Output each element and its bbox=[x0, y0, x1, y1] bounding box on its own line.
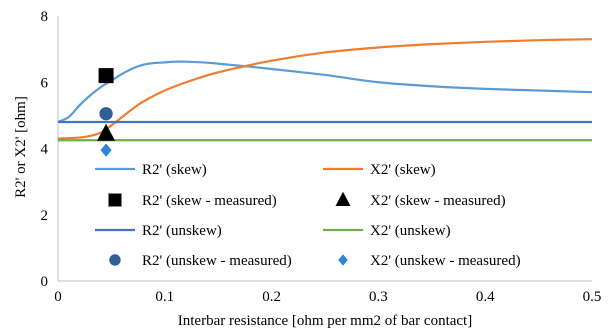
data-point-7-0 bbox=[100, 143, 112, 157]
x-tick-label: 0.2 bbox=[262, 289, 281, 305]
x-tick-label: 0 bbox=[54, 289, 62, 305]
y-tick-label: 2 bbox=[41, 208, 49, 224]
x-tick-label: 0.4 bbox=[476, 289, 495, 305]
legend-label-7: X2' (unskew - measured) bbox=[370, 253, 521, 269]
x-tick-label: 0.3 bbox=[369, 289, 388, 305]
legend-layer: R2' (skew) X2' (skew) R2' (skew - measured… bbox=[95, 162, 521, 269]
legend-swatch-3 bbox=[335, 191, 351, 206]
x-axis-label: Interbar resistance [ohm per mm2 of bar … bbox=[178, 313, 472, 329]
x-tick-label: 0.1 bbox=[155, 289, 174, 305]
legend-swatch-2 bbox=[108, 193, 122, 207]
legend-label-6: R2' (unskew - measured) bbox=[142, 253, 292, 269]
legend-label-4: R2' (unskew) bbox=[142, 223, 222, 239]
legend-swatch-6 bbox=[109, 254, 121, 266]
data-point-2-0 bbox=[98, 68, 114, 84]
y-tick-label: 0 bbox=[41, 274, 49, 290]
data-point-6-0 bbox=[99, 107, 113, 121]
series-line-1 bbox=[57, 38, 593, 140]
y-tick-label: 8 bbox=[41, 9, 49, 25]
series-line-0 bbox=[57, 60, 593, 124]
legend-label-1: X2' (skew) bbox=[370, 162, 436, 178]
legend-label-2: R2' (skew - measured) bbox=[142, 193, 277, 209]
axes-layer: 0 2 4 6 8 0 0.1 0.2 0.3 0.4 0.5 bbox=[41, 9, 602, 305]
y-tick-label: 4 bbox=[41, 142, 49, 158]
y-axis-label: R2' or X2' [ohm] bbox=[13, 96, 29, 198]
legend-swatch-7 bbox=[338, 254, 348, 266]
y-tick-label: 6 bbox=[41, 75, 49, 91]
legend-label-0: R2' (skew) bbox=[142, 162, 207, 178]
data-point-3-0 bbox=[97, 123, 116, 141]
legend-label-3: X2' (skew - measured) bbox=[370, 193, 506, 209]
legend-label-5: X2' (unskew) bbox=[370, 223, 451, 239]
x-tick-label: 0.5 bbox=[583, 289, 602, 305]
series-layer bbox=[57, 38, 593, 157]
